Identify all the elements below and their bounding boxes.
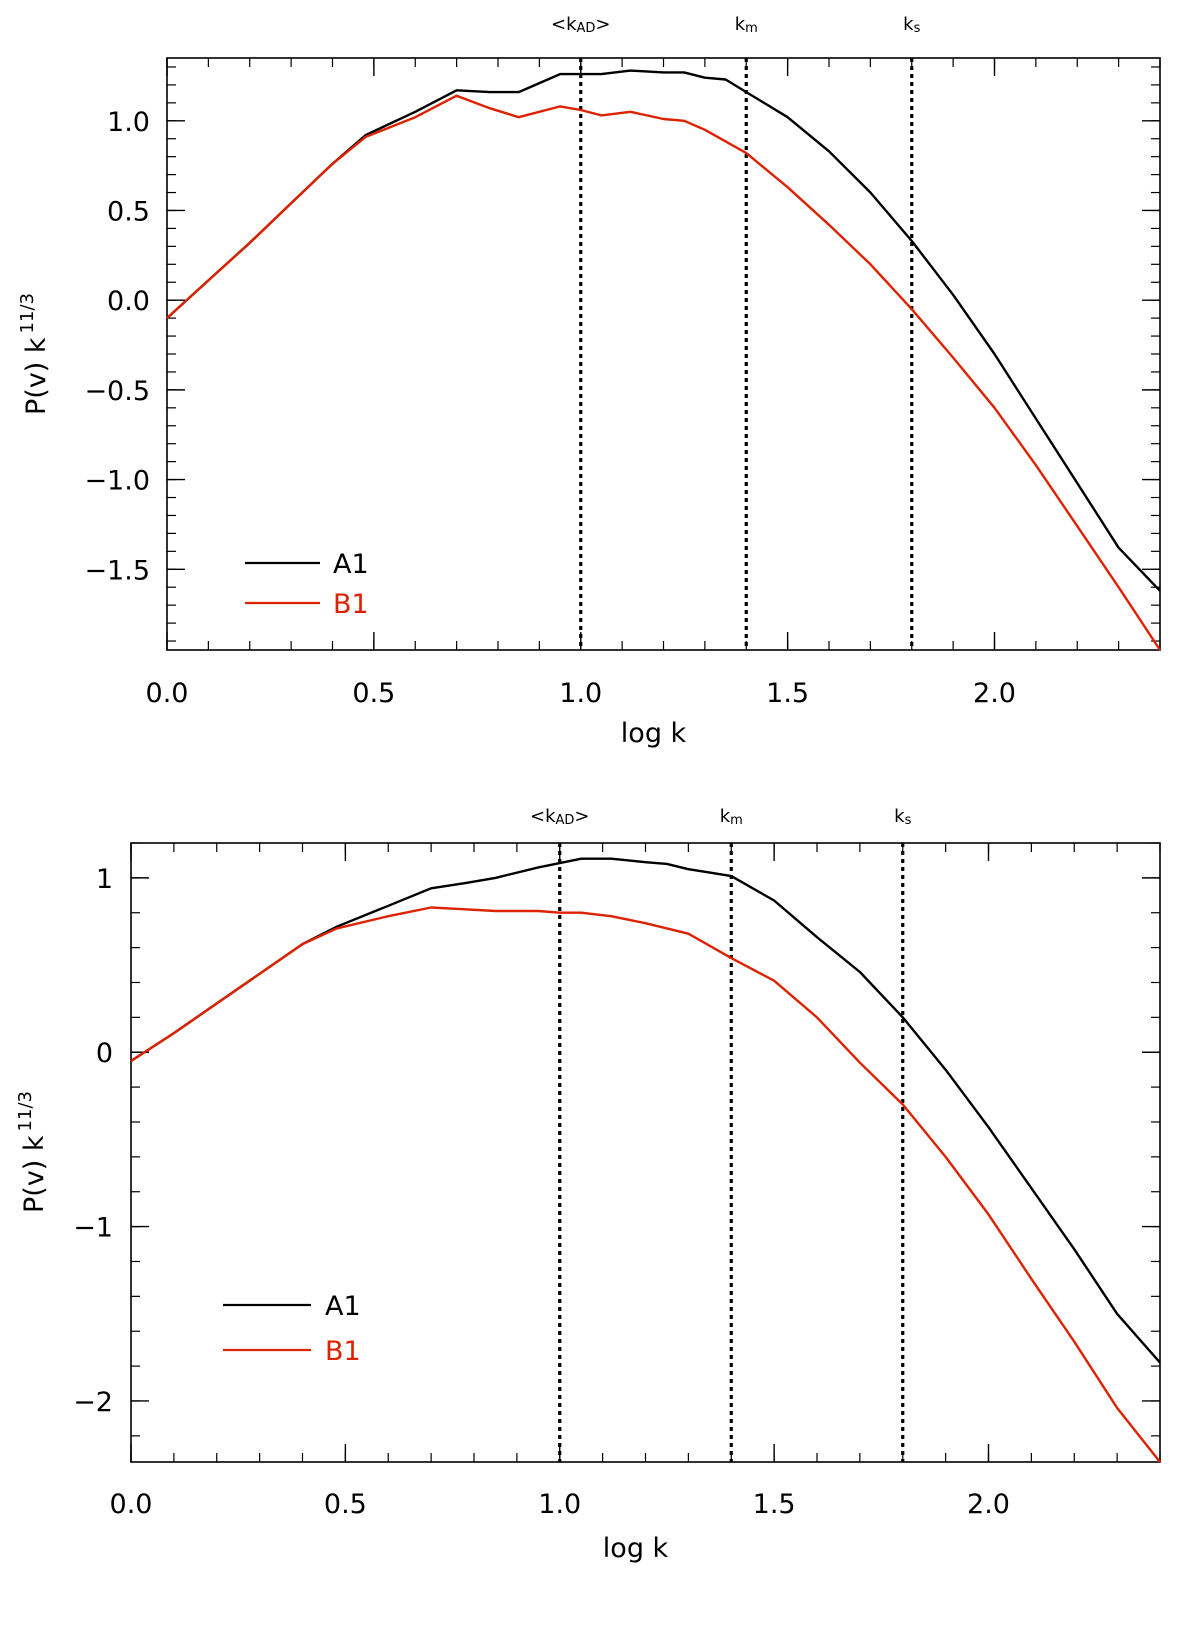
marker-label-main: <k	[551, 14, 577, 35]
marker-label-sub: m	[730, 813, 743, 828]
y-tick-label: 1.0	[107, 107, 150, 138]
marker-label-main: k	[720, 806, 731, 827]
series-line-a1	[166, 69, 1161, 592]
marker-label: ks	[894, 806, 911, 828]
plot-frame	[166, 57, 1161, 651]
chart-bottom: 0.0 0.5 1.0 1.5 2.0 −2 −1 0 1 log k P(v) k 11/3 <kAD…	[15, 806, 1161, 1564]
x-axis-title: log k	[621, 718, 687, 749]
y-axis-title-main: P(v) k	[19, 1135, 50, 1213]
series-line-b1	[166, 94, 1162, 651]
marker-label-main: k	[894, 806, 905, 827]
series-line-b1	[130, 906, 1161, 1463]
y-axis-title-main: P(v) k	[21, 337, 52, 415]
marker-label-main: k	[903, 14, 914, 35]
x-tick-label: 1.5	[766, 678, 809, 709]
marker-label: <kAD>	[530, 806, 590, 828]
x-axis-title: log k	[603, 1533, 669, 1564]
y-tick-label: 1	[96, 864, 113, 895]
legend-label-a1: A1	[325, 1291, 361, 1322]
marker-label-sub: s	[914, 21, 921, 36]
marker-label: <kAD>	[551, 14, 611, 36]
y-tick-label: 0	[96, 1038, 113, 1069]
marker-label: km	[720, 806, 743, 828]
x-tick-label: 0.0	[110, 1489, 153, 1520]
y-tick-label: −0.5	[84, 376, 150, 407]
legend-label-a1: A1	[333, 549, 369, 580]
marker-label-sub: s	[905, 813, 912, 828]
series-line-a1	[130, 857, 1161, 1364]
marker-label-main: <k	[530, 806, 556, 827]
y-axis-title: P(v) k 11/3	[15, 1091, 50, 1213]
y-tick-label: −2	[73, 1387, 113, 1418]
x-tick-label: 1.5	[753, 1489, 796, 1520]
y-tick-label: 0.5	[107, 196, 150, 227]
marker-label-main: k	[735, 14, 746, 35]
y-axis-title-exponent: 11/3	[17, 293, 38, 333]
chart-top: 0.0 0.5 1.0 1.5 2.0 −1.5 −1.0 −0.5 0.0 0.5 1.0 log …	[17, 14, 1162, 749]
x-tick-label: 0.0	[146, 678, 189, 709]
marker-label-suffix: >	[595, 14, 610, 35]
marker-label-suffix: >	[574, 806, 589, 827]
y-tick-label: 0.0	[107, 286, 150, 317]
x-tick-label: 2.0	[967, 1489, 1010, 1520]
y-tick-label: −1.0	[84, 466, 150, 497]
legend-label-b1: B1	[325, 1336, 361, 1367]
y-axis-title: P(v) k 11/3	[17, 293, 52, 415]
y-axis-title-exponent: 11/3	[15, 1091, 36, 1131]
x-tick-label: 2.0	[973, 678, 1016, 709]
marker-label: km	[735, 14, 758, 36]
x-tick-label: 1.0	[559, 678, 602, 709]
marker-label-sub: m	[745, 21, 758, 36]
y-tick-label: −1	[73, 1213, 113, 1244]
marker-label-sub: AD	[577, 21, 596, 36]
x-tick-label: 1.0	[538, 1489, 581, 1520]
marker-label: ks	[903, 14, 920, 36]
y-tick-label: −1.5	[84, 555, 150, 586]
legend-label-b1: B1	[333, 589, 369, 620]
x-tick-label: 0.5	[352, 678, 395, 709]
x-tick-label: 0.5	[324, 1489, 367, 1520]
marker-label-sub: AD	[556, 813, 575, 828]
